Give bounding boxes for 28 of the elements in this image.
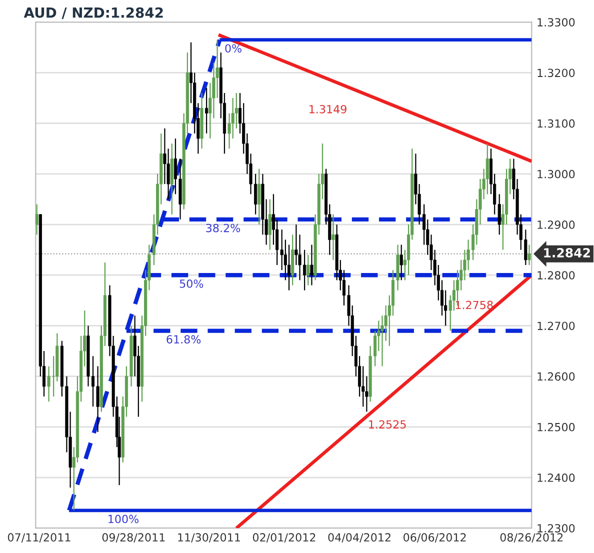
x-tick-label: 11/30/2011 [178, 533, 240, 542]
x-tick-label: 02/01/2012 [252, 533, 316, 542]
y-tick-label: 1.3100 [538, 119, 575, 128]
annotation: 0% [225, 44, 242, 53]
y-tick-label: 1.3200 [538, 68, 575, 78]
y-tick-label: 1.2900 [538, 220, 575, 229]
y-tick-label: 1.2800 [538, 271, 575, 280]
x-tick-label: 09/28/2011 [102, 533, 165, 542]
annotation: 50% [180, 279, 204, 288]
chart-title: AUD / NZD:1.2842 [24, 7, 163, 19]
y-tick-label: 1.2300 [538, 524, 575, 532]
annotation: 38.2% [206, 224, 240, 232]
annotation: 1.2758 [456, 300, 493, 310]
annotation: 100% [108, 514, 138, 524]
x-tick-label: 08/26/2012 [500, 533, 563, 542]
y-tick-label: 1.3300 [538, 18, 575, 26]
annotation: 61.8% [166, 335, 201, 344]
x-tick-label: 04/04/2012 [328, 533, 390, 542]
annotation: 1.3149 [310, 104, 346, 114]
annotation: 1.2525 [369, 420, 406, 429]
x-tick-label: 06/06/2012 [404, 533, 466, 542]
y-tick-label: 1.2400 [538, 473, 575, 482]
x-tick-label: 07/11/2011 [8, 533, 70, 542]
y-tick-label: 1.2500 [538, 422, 575, 432]
y-tick-label: 1.3000 [538, 170, 575, 178]
ref-line-label: 1.2842 [544, 248, 590, 258]
y-tick-label: 1.2700 [538, 322, 575, 330]
y-tick-label: 1.2600 [538, 372, 575, 381]
